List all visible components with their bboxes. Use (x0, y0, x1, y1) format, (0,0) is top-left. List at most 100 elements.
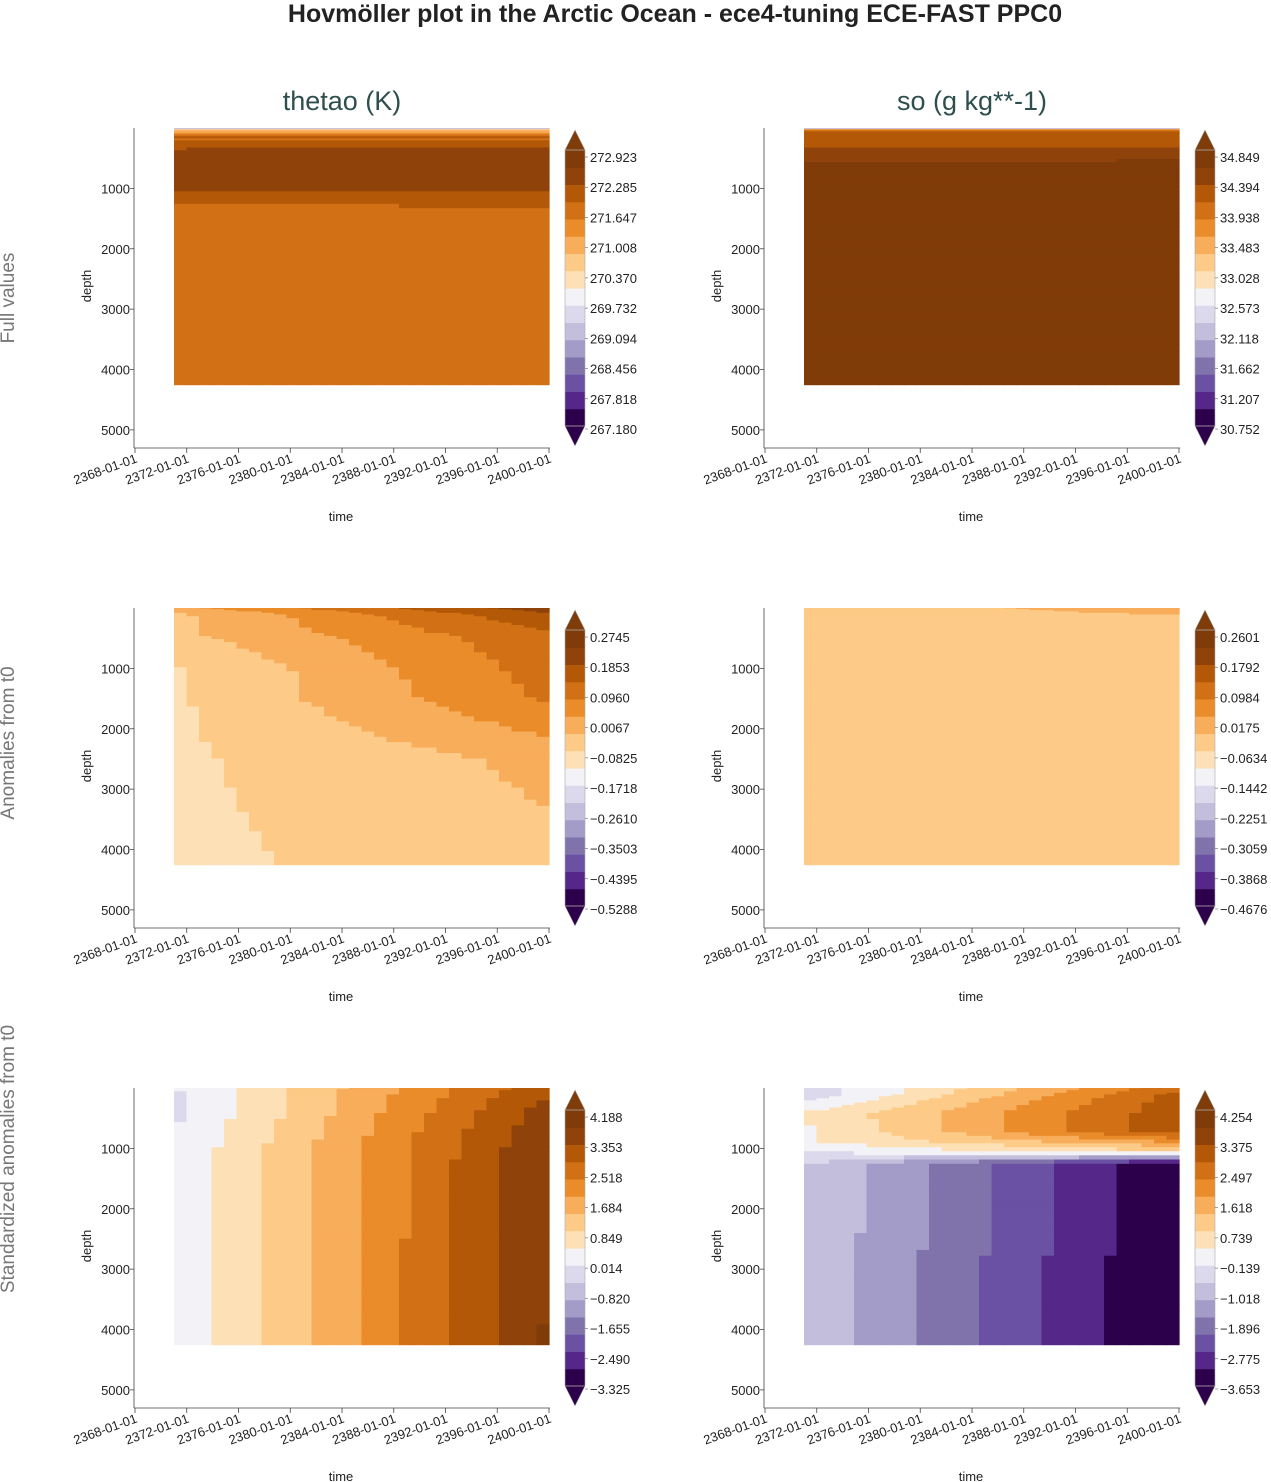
contour-cell (174, 165, 188, 170)
contour-cell (249, 278, 263, 285)
contour-cell (1054, 377, 1068, 386)
contour-cell (399, 736, 413, 743)
contour-cell (249, 622, 263, 626)
contour-cell (991, 371, 1005, 379)
contour-cell (1029, 132, 1043, 136)
contour-cell (261, 627, 275, 631)
contour-cell (174, 138, 188, 141)
contour-cell (1154, 284, 1168, 291)
contour-cell (261, 138, 275, 141)
contour-cell (261, 799, 275, 807)
contour-cell (829, 140, 843, 144)
contour-cell (1166, 129, 1180, 131)
contour-cell (311, 787, 325, 795)
contour-cell (311, 128, 325, 130)
contour-cell (449, 168, 463, 173)
contour-cell (311, 625, 325, 629)
contour-cell (966, 195, 980, 201)
contour-cell (991, 147, 1005, 151)
contour-cell (249, 357, 263, 365)
contour-cell (299, 663, 313, 668)
contour-cell (186, 325, 200, 333)
contour-cell (211, 726, 225, 733)
contour-cell (324, 203, 338, 209)
contour-cell (174, 129, 188, 131)
contour-cell (499, 351, 513, 359)
contour-cell (361, 781, 375, 789)
contour-cell (941, 131, 955, 134)
contour-cell (399, 844, 413, 852)
contour-cell (499, 241, 513, 247)
contour-cell (324, 136, 338, 139)
contour-cell (1141, 172, 1155, 177)
contour-cell (461, 236, 475, 242)
contour-cell (399, 267, 413, 274)
contour-cell (349, 618, 363, 621)
contour-cell (1029, 262, 1043, 269)
contour-cell (249, 614, 263, 617)
contour-cell (954, 241, 968, 247)
contour-cell (299, 221, 313, 228)
contour-cell (374, 295, 388, 303)
contour-cell (449, 256, 463, 263)
contour-cell (286, 165, 300, 170)
contour-cell (929, 131, 943, 134)
contour-cell (174, 231, 188, 237)
contour-cell (1091, 273, 1105, 280)
contour-cell (411, 706, 425, 713)
contour-cell (461, 251, 475, 258)
contour-cell (274, 614, 288, 617)
contour-cell (1129, 175, 1143, 181)
contour-cell (929, 231, 943, 237)
contour-cell (1066, 262, 1080, 269)
contour-cell (1166, 236, 1180, 242)
contour-cell (841, 153, 855, 157)
contour-cell (224, 614, 238, 617)
contour-cell (311, 179, 325, 184)
contour-cell (186, 231, 200, 237)
contour-cell (866, 165, 880, 170)
contour-cell (1004, 236, 1018, 242)
contour-cell (374, 758, 388, 765)
contour-cell (336, 692, 350, 698)
contour-cell (816, 155, 830, 160)
contour-cell (1141, 319, 1155, 327)
contour-cell (374, 675, 388, 681)
contour-cell (474, 129, 488, 131)
contour-cell (1129, 236, 1143, 242)
contour-cell (474, 191, 488, 196)
contour-cell (1066, 145, 1080, 149)
contour-cell (879, 208, 893, 214)
contour-cell (1004, 289, 1018, 297)
contour-cell (336, 781, 350, 789)
contour-cell (486, 325, 500, 333)
contour-cell (1054, 273, 1068, 280)
contour-cell (349, 659, 363, 664)
contour-cell (499, 130, 513, 132)
contour-cell (804, 132, 818, 136)
contour-cell (1054, 162, 1068, 166)
contour-cell (224, 627, 238, 631)
contour-cell (1004, 130, 1018, 132)
contour-cell (941, 251, 955, 258)
contour-cell (224, 638, 238, 643)
contour-cell (1154, 131, 1168, 134)
contour-cell (399, 812, 413, 820)
contour-cell (211, 831, 225, 839)
contour-cell (374, 627, 388, 631)
contour-cell (361, 129, 375, 131)
contour-cell (411, 344, 425, 352)
contour-cell (929, 130, 943, 132)
contour-cell (904, 203, 918, 209)
contour-cell (1116, 236, 1130, 242)
contour-cell (174, 203, 188, 209)
contour-cell (299, 831, 313, 839)
contour-cell (511, 377, 525, 386)
contour-cell (879, 199, 893, 205)
contour-cell (1091, 267, 1105, 274)
contour-cell (224, 319, 238, 327)
contour-cell (1004, 191, 1018, 196)
contour-cell (236, 140, 250, 144)
contour-cell (349, 295, 363, 303)
contour-cell (286, 168, 300, 173)
